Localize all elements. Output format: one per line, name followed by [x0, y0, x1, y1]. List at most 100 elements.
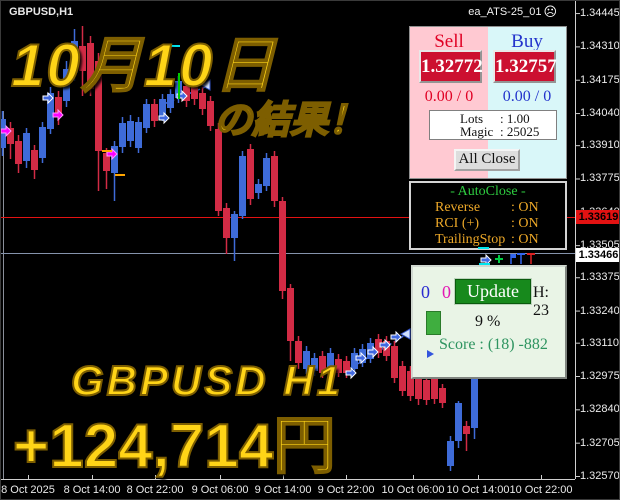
- overlay-date-title: 10月10日: [10, 31, 277, 100]
- progress-bar: [426, 311, 441, 335]
- candlestick: [247, 149, 254, 199]
- candlestick: [279, 201, 286, 291]
- time-tick-label: 9 Oct 22:00: [317, 484, 375, 496]
- candlestick: [439, 388, 446, 403]
- candlestick: [319, 356, 326, 373]
- buy-price-button[interactable]: 1.32757: [493, 50, 557, 83]
- price-tick-label: 1.33110: [580, 336, 619, 349]
- candlestick: [351, 353, 358, 369]
- candlestick: [79, 46, 86, 71]
- candlestick: [455, 403, 462, 441]
- candlestick: [303, 351, 310, 369]
- candlestick: [431, 379, 438, 399]
- price-tick-label: 1.32705: [580, 436, 620, 449]
- candlestick: [399, 366, 406, 391]
- autoclose-item: TrailingStop: ON: [435, 232, 539, 247]
- price-tick-label: 1.33775: [580, 172, 620, 185]
- price-line-badge: 1.33619: [576, 210, 619, 224]
- candlestick: [239, 156, 246, 216]
- candlestick: [135, 122, 142, 148]
- candlestick: [263, 158, 270, 186]
- candlestick: [47, 93, 54, 129]
- time-tick-label: 10 Oct 22:00: [509, 484, 573, 496]
- update-panel: 0 0 Update H: 23 9 % Score : (18) -882: [411, 265, 567, 379]
- price-tick-label: 1.32840: [580, 403, 620, 416]
- buy-label: Buy: [511, 31, 543, 52]
- sell-stats: 0.00 / 0: [424, 88, 474, 105]
- candlestick: [327, 353, 334, 371]
- info-row: Magic: 25025: [460, 124, 540, 139]
- info-row: Lots: 1.00: [460, 111, 530, 126]
- candlestick: [103, 153, 110, 171]
- time-tick-label: 10 Oct 06:00: [381, 484, 445, 496]
- ea-status-sad-face-icon: ☹: [543, 4, 557, 19]
- sell-price-button[interactable]: 1.32772: [419, 50, 483, 83]
- candlestick: [143, 104, 150, 128]
- candlestick: [471, 379, 478, 428]
- autoclose-item: RCI (+): ON: [435, 216, 539, 231]
- trade-arrow-marker: [158, 111, 170, 125]
- candlestick: [447, 441, 454, 466]
- overlay-symbol-title: GBPUSD H1: [70, 356, 344, 405]
- candlestick: [271, 156, 278, 201]
- price-tick-label: 1.32570: [580, 469, 620, 482]
- trade-arrow-marker: [42, 91, 54, 105]
- trade-arrow-marker: [1, 124, 12, 138]
- trade-panel: Sell 1.32772 0.00 / 0 Buy 1.32757 0.00 /…: [409, 26, 567, 179]
- time-tick-label: 8 Oct 14:00: [63, 484, 121, 496]
- candlestick: [287, 288, 294, 341]
- candlestick: [423, 380, 430, 400]
- candlestick: [71, 41, 78, 73]
- counter-blue: 0: [421, 282, 430, 302]
- flag-marker: [511, 254, 516, 258]
- price-tick-label: 1.34310: [580, 40, 620, 53]
- candlestick: [95, 61, 102, 151]
- candlestick: [231, 214, 238, 238]
- trade-arrow-marker: [390, 330, 402, 344]
- trade-arrow-marker: [379, 338, 391, 352]
- candlestick: [87, 43, 94, 89]
- update-button[interactable]: Update: [455, 279, 531, 304]
- trade-arrow-marker: [52, 108, 64, 122]
- candlestick: [343, 361, 350, 373]
- price-tick-label: 1.34040: [580, 107, 620, 120]
- candlestick: [63, 69, 70, 101]
- candlestick: [199, 93, 206, 109]
- candlestick: [151, 104, 158, 121]
- time-tick-label: 8 Oct 22:00: [126, 484, 184, 496]
- candlestick: [31, 150, 38, 170]
- ea-name-text: ea_ATS-25_01: [468, 5, 542, 18]
- percent-label: 9 %: [475, 313, 501, 330]
- price-tick-label: 1.33910: [580, 139, 620, 152]
- counter-magenta: 0: [442, 282, 451, 302]
- candlestick: [159, 99, 166, 116]
- overlay-profit-title: +124,714円: [12, 411, 336, 482]
- price-tick-label: 1.34175: [580, 73, 620, 86]
- time-tick-label: 8 Oct 2025: [1, 484, 55, 496]
- buy-stats: 0.00 / 0: [502, 88, 552, 105]
- all-close-button[interactable]: All Close: [454, 149, 520, 171]
- trade-arrow-marker: [176, 89, 188, 103]
- candlestick: [207, 101, 214, 126]
- price-line-badge: 1.33466: [576, 247, 619, 262]
- cyan-dash-marker: [478, 247, 489, 249]
- candlestick: [407, 371, 414, 396]
- pennant-marker: [199, 79, 211, 91]
- candlestick: [415, 378, 422, 399]
- candlestick: [335, 359, 342, 373]
- candlestick: [119, 123, 126, 147]
- autoclose-item: Reverse: ON: [435, 200, 539, 215]
- candlestick: [7, 128, 14, 144]
- score-arrow-icon: [427, 350, 434, 358]
- candlestick: [111, 146, 118, 173]
- candlestick: [183, 86, 190, 101]
- candlestick: [167, 94, 174, 108]
- score-label: Score : (18) -882: [439, 336, 548, 353]
- candlestick: [215, 129, 222, 211]
- time-tick-label: 9 Oct 14:00: [254, 484, 312, 496]
- time-tick-label: 10 Oct 14:00: [446, 484, 510, 496]
- hours-label: H: 23: [533, 284, 549, 319]
- candlestick: [375, 339, 382, 353]
